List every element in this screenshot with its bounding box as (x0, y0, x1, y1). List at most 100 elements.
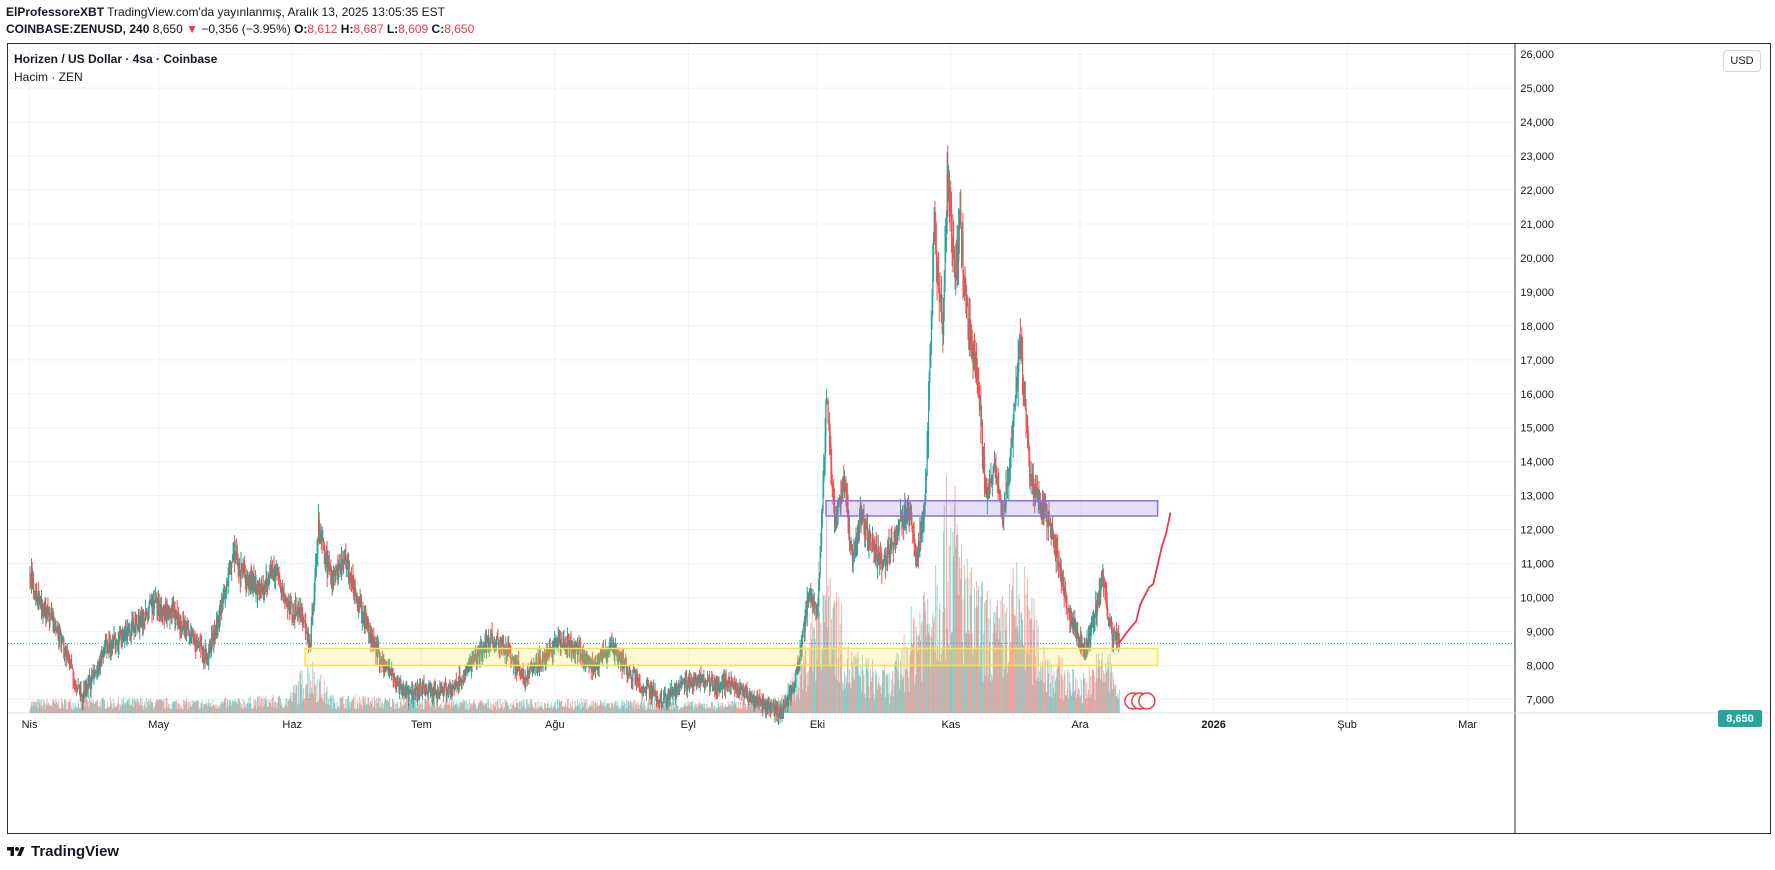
candle-body (444, 685, 446, 687)
volume-bar (946, 628, 948, 713)
candle-body (442, 689, 444, 692)
volume-bar (879, 684, 881, 713)
volume-bar (501, 703, 503, 713)
volume-bar (61, 702, 63, 713)
volume-bar (1115, 684, 1117, 713)
candle-body (867, 538, 869, 544)
volume-bar (574, 700, 576, 713)
candle-body (465, 665, 468, 672)
volume-bar (389, 706, 391, 713)
volume-bar (606, 703, 608, 713)
candle-body (748, 697, 750, 702)
volume-bar (855, 654, 857, 713)
candle-body (807, 597, 809, 604)
candle-body (1024, 402, 1027, 409)
candle-body (35, 583, 38, 601)
volume-bar (1104, 681, 1106, 713)
volume-bar (577, 706, 579, 713)
volume-bar (364, 696, 366, 713)
volume-bar (841, 681, 843, 713)
candle-body (1055, 546, 1057, 558)
volume-bar (926, 624, 928, 713)
candle-body (400, 683, 402, 693)
candle-body (358, 601, 361, 603)
volume-bar (945, 475, 947, 713)
volume-bar (437, 706, 439, 713)
candle-body (81, 695, 83, 697)
candle-body (1032, 474, 1034, 490)
volume-bar (803, 656, 805, 713)
volume-bar (663, 705, 665, 713)
volume-bar (504, 699, 506, 713)
candle-body (856, 528, 859, 544)
volume-bar (142, 709, 144, 713)
volume-bar (599, 704, 601, 713)
volume-bar (528, 707, 530, 713)
candle-body (683, 681, 686, 687)
candle-body (405, 688, 407, 695)
candle-body (278, 571, 280, 577)
volume-bar (846, 658, 848, 713)
candle-body (490, 637, 492, 642)
candle-body (109, 638, 111, 645)
x-tick-label: Nis (22, 719, 38, 731)
volume-bar (117, 696, 119, 713)
candle-body (138, 616, 140, 629)
volume-bar (203, 704, 205, 713)
candle-body (315, 562, 318, 564)
volume-bar (305, 686, 307, 713)
candle-body (599, 654, 601, 660)
candle-body (403, 692, 405, 694)
volume-bar (283, 707, 285, 713)
chart-frame[interactable] (7, 43, 1771, 834)
candle-body (358, 601, 360, 610)
candle-body (431, 689, 433, 696)
candle-body (698, 676, 700, 681)
volume-bar (234, 698, 236, 713)
volume-bar (84, 706, 86, 713)
projection-line (1118, 512, 1172, 644)
candle-body (782, 708, 784, 713)
candle-body (320, 535, 322, 544)
candle-body (632, 670, 634, 682)
volume-bar (1092, 670, 1094, 713)
candle-body (956, 249, 958, 263)
candle-body (1082, 645, 1085, 651)
x-tick-label: 2026 (1201, 719, 1225, 731)
candle-body (935, 219, 937, 251)
candle-body (264, 583, 266, 595)
volume-bar (203, 703, 205, 713)
candle-body (331, 578, 333, 587)
volume-bar (778, 697, 780, 713)
volume-bar (381, 703, 383, 713)
candle-body (827, 401, 829, 422)
volume-bar (943, 505, 945, 713)
volume-bar (266, 700, 268, 713)
volume-bar (340, 699, 342, 713)
volume-bar (208, 699, 210, 713)
volume-bar (437, 699, 439, 713)
volume-bar (909, 655, 911, 713)
footer-brand[interactable]: TradingView (6, 843, 119, 860)
candle-body (30, 578, 32, 583)
candle-body (677, 685, 679, 689)
volume-bar (1006, 672, 1008, 713)
candle-body (224, 591, 226, 600)
volume-bar (66, 709, 68, 713)
volume-bar (241, 703, 243, 713)
volume-bar (1009, 644, 1011, 713)
candle-body (643, 687, 645, 689)
candle-body (849, 525, 851, 543)
volume-bar (796, 694, 798, 713)
volume-bar (1113, 679, 1115, 713)
volume-bar (333, 702, 335, 713)
volume-bar (43, 699, 45, 713)
volume-bar (544, 702, 546, 713)
volume-bar (824, 594, 826, 713)
currency-button[interactable]: USD (1723, 50, 1761, 72)
candle-body (743, 694, 745, 698)
candle-body (411, 689, 413, 695)
author-name[interactable]: ElProfessoreXBT (6, 5, 105, 19)
candle-body (399, 683, 402, 685)
